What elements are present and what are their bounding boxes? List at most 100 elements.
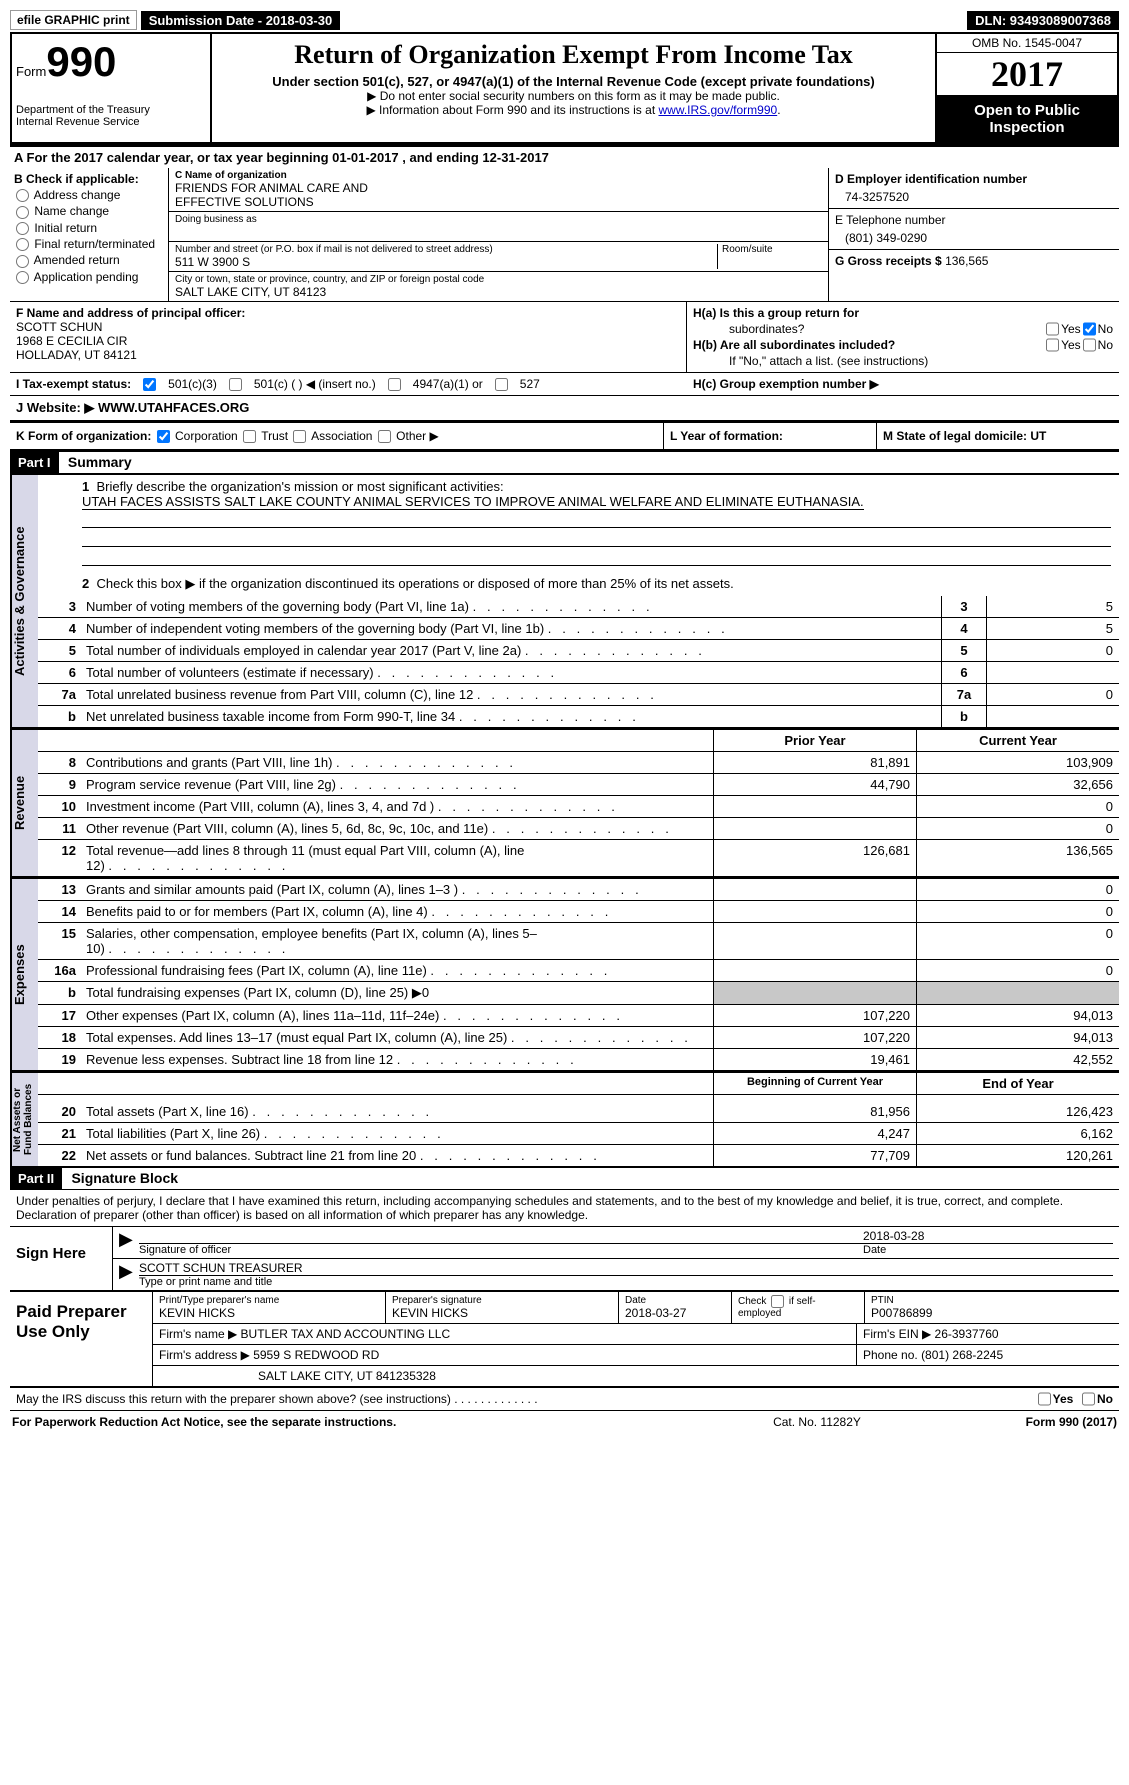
cat-no: Cat. No. 11282Y xyxy=(717,1415,917,1429)
check-501c3[interactable] xyxy=(143,378,156,391)
exp-line-13: 13 Grants and similar amounts paid (Part… xyxy=(38,879,1119,901)
check-initial-return[interactable]: Initial return xyxy=(14,221,164,235)
ha-no[interactable] xyxy=(1083,322,1096,336)
hb-yes[interactable] xyxy=(1046,338,1059,352)
firm-name: BUTLER TAX AND ACCOUNTING LLC xyxy=(241,1327,451,1341)
check-association[interactable] xyxy=(293,430,306,443)
check-name-change[interactable]: Name change xyxy=(14,204,164,218)
hb-no[interactable] xyxy=(1083,338,1096,352)
org-name: FRIENDS FOR ANIMAL CARE AND xyxy=(175,181,822,195)
preparer-date: 2018-03-27 xyxy=(625,1306,725,1320)
firm-ein: 26-3937760 xyxy=(935,1327,999,1341)
part2-row: Part II Signature Block xyxy=(10,1168,1119,1189)
sig-date: 2018-03-28 xyxy=(863,1229,1113,1243)
gov-line-5: 5 Total number of individuals employed i… xyxy=(38,640,1119,662)
check-self-employed[interactable]: Check if self-employed xyxy=(732,1292,865,1323)
rev-line-11: 11 Other revenue (Part VIII, column (A),… xyxy=(38,818,1119,840)
street-address: 511 W 3900 S xyxy=(175,255,713,269)
officer-name-title: SCOTT SCHUN TREASURER xyxy=(139,1261,303,1275)
exp-line-16a: 16a Professional fundraising fees (Part … xyxy=(38,960,1119,982)
tab-expenses: Expenses xyxy=(10,879,38,1070)
hb-note: If "No," attach a list. (see instruction… xyxy=(693,354,1113,368)
omb-number: OMB No. 1545-0047 xyxy=(937,34,1117,53)
org-name-label: C Name of organization xyxy=(175,170,822,181)
sign-arrow-icon-2: ▶ xyxy=(119,1261,139,1288)
tab-activities-governance: Activities & Governance xyxy=(10,475,38,727)
website-url: WWW.UTAHFACES.ORG xyxy=(94,400,249,415)
form-subtitle: Under section 501(c), 527, or 4947(a)(1)… xyxy=(218,74,929,89)
form-title: Return of Organization Exempt From Incom… xyxy=(218,40,929,70)
perjury-declaration: Under penalties of perjury, I declare th… xyxy=(10,1190,1119,1226)
irs-discuss-text: May the IRS discuss this return with the… xyxy=(16,1392,1036,1406)
top-bar: efile GRAPHIC print Submission Date - 20… xyxy=(10,10,1119,30)
form-number: Form990 xyxy=(16,38,206,86)
room-label: Room/suite xyxy=(722,244,822,255)
city-label: City or town, state or province, country… xyxy=(175,274,822,285)
irs-link[interactable]: www.IRS.gov/form990 xyxy=(658,103,777,117)
date-label: Date xyxy=(863,1244,1113,1256)
check-application-pending[interactable]: Application pending xyxy=(14,270,164,284)
ptin: P00786899 xyxy=(871,1306,1113,1320)
year-formation: L Year of formation: xyxy=(663,423,876,449)
submission-date: Submission Date - 2018-03-30 xyxy=(141,11,341,30)
col-current-year: Current Year xyxy=(916,730,1119,751)
section-a-taxyear: A For the 2017 calendar year, or tax yea… xyxy=(10,147,1119,168)
form-header: Form990 Department of the Treasury Inter… xyxy=(10,32,1119,144)
section-b-checkboxes: B Check if applicable: Address change Na… xyxy=(10,168,169,301)
firm-phone: (801) 268-2245 xyxy=(921,1348,1003,1362)
officer-addr2: HOLLADAY, UT 84121 xyxy=(16,348,680,362)
dept-treasury: Department of the Treasury xyxy=(16,104,206,116)
na-line-21: 21 Total liabilities (Part X, line 26) 4… xyxy=(38,1123,1119,1145)
dln: DLN: 93493089007368 xyxy=(967,11,1119,30)
officer-name: SCOTT SCHUN xyxy=(16,320,680,334)
check-final-return[interactable]: Final return/terminated xyxy=(14,237,164,251)
rev-line-12: 12 Total revenue—add lines 8 through 11 … xyxy=(38,840,1119,876)
check-address-change[interactable]: Address change xyxy=(14,188,164,202)
tab-net-assets: Net Assets orFund Balances xyxy=(10,1073,38,1166)
dba-label: Doing business as xyxy=(175,214,822,225)
part1-title: Summary xyxy=(62,451,138,473)
check-4947[interactable] xyxy=(388,378,401,391)
rev-line-9: 9 Program service revenue (Part VIII, li… xyxy=(38,774,1119,796)
exp-line-15: 15 Salaries, other compensation, employe… xyxy=(38,923,1119,960)
check-501c[interactable] xyxy=(229,378,242,391)
col-prior-year: Prior Year xyxy=(713,730,916,751)
exp-line-19: 19 Revenue less expenses. Subtract line … xyxy=(38,1049,1119,1070)
discuss-no[interactable] xyxy=(1082,1392,1095,1406)
rev-line-8: 8 Contributions and grants (Part VIII, l… xyxy=(38,752,1119,774)
city-state-zip: SALT LAKE CITY, UT 84123 xyxy=(175,285,822,299)
check-corporation[interactable] xyxy=(157,430,170,443)
na-line-22: 22 Net assets or fund balances. Subtract… xyxy=(38,1145,1119,1166)
org-name-2: EFFECTIVE SOLUTIONS xyxy=(175,195,822,209)
name-title-label: Type or print name and title xyxy=(139,1276,1113,1288)
preparer-name: KEVIN HICKS xyxy=(159,1306,379,1320)
rev-line-10: 10 Investment income (Part VIII, column … xyxy=(38,796,1119,818)
ein-label: D Employer identification number xyxy=(835,172,1113,186)
efile-print-button[interactable]: efile GRAPHIC print xyxy=(10,10,137,30)
mission-text: UTAH FACES ASSISTS SALT LAKE COUNTY ANIM… xyxy=(82,494,864,510)
check-527[interactable] xyxy=(495,378,508,391)
discuss-yes[interactable] xyxy=(1038,1392,1051,1406)
officer-addr1: 1968 E CECILIA CIR xyxy=(16,334,680,348)
na-line-20: 20 Total assets (Part X, line 16) 81,956… xyxy=(38,1101,1119,1123)
exp-line-17: 17 Other expenses (Part IX, column (A), … xyxy=(38,1005,1119,1027)
gov-line-3: 3 Number of voting members of the govern… xyxy=(38,596,1119,618)
check-other[interactable] xyxy=(378,430,391,443)
ha-yes[interactable] xyxy=(1046,322,1059,336)
check-trust[interactable] xyxy=(243,430,256,443)
q2-text: Check this box ▶ if the organization dis… xyxy=(96,576,733,591)
paid-preparer-label: Paid Preparer Use Only xyxy=(10,1292,152,1386)
open-inspection: Open to PublicInspection xyxy=(937,96,1117,142)
check-amended[interactable]: Amended return xyxy=(14,253,164,267)
col-end-year: End of Year xyxy=(916,1073,1119,1094)
irs-label: Internal Revenue Service xyxy=(16,116,206,128)
gross-receipts: 136,565 xyxy=(945,254,988,268)
state-domicile: M State of legal domicile: UT xyxy=(876,423,1119,449)
sign-here-label: Sign Here xyxy=(10,1227,113,1290)
ssn-note: ▶ Do not enter social security numbers o… xyxy=(218,89,929,103)
street-label: Number and street (or P.O. box if mail i… xyxy=(175,244,713,255)
firm-address-1: 5959 S REDWOOD RD xyxy=(253,1348,379,1362)
exp-line-18: 18 Total expenses. Add lines 13–17 (must… xyxy=(38,1027,1119,1049)
tax-exempt-label: I Tax-exempt status: xyxy=(16,377,131,391)
col-beginning-year: Beginning of Current Year xyxy=(713,1073,916,1094)
